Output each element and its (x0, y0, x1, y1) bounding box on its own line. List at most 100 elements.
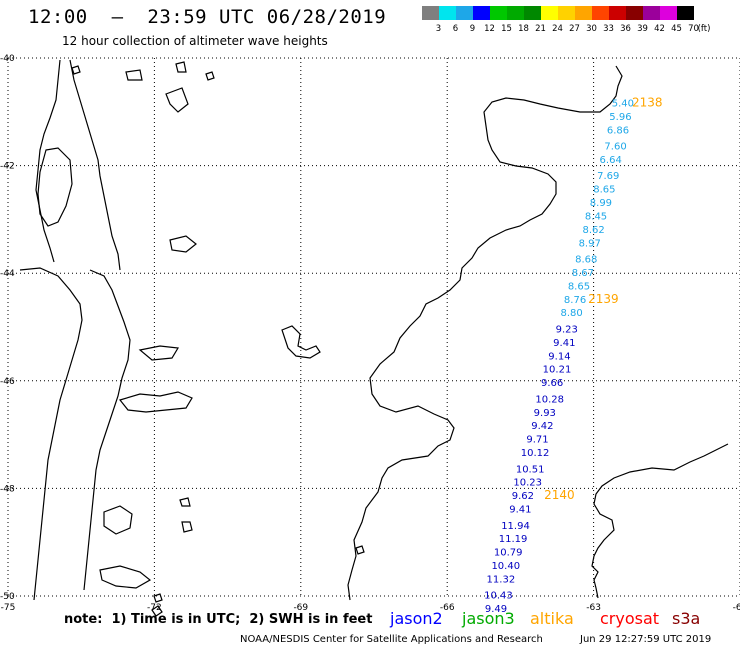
pass-time-label: 2138 (632, 95, 663, 109)
swh-value-label: 9.42 (531, 421, 553, 432)
scale-swatch-27 (558, 6, 575, 20)
scale-label-3: 3 (435, 24, 442, 34)
satellite-cryosat: cryosat (600, 609, 660, 628)
satellite-altika: altika (530, 609, 574, 628)
swh-value-label: 10.43 (484, 591, 513, 602)
swh-value-label: 11.32 (487, 575, 516, 586)
swh-value-label: 7.69 (597, 171, 619, 182)
coastline (19, 59, 729, 617)
coastline-argentina (591, 443, 729, 599)
scale-swatch-30 (575, 6, 592, 20)
lake-small-1 (125, 69, 143, 81)
swh-value-label: 9.93 (534, 408, 556, 419)
scale-label-33: 33 (603, 24, 614, 34)
lake-musters (281, 325, 321, 359)
lon-tick-label: -75 (1, 603, 16, 613)
scale-label-42: 42 (654, 24, 665, 34)
swh-value-label: 8.67 (572, 268, 594, 279)
scale-swatch-39 (626, 6, 643, 20)
lake-nahuel-huapi (165, 87, 189, 113)
swh-value-label: 10.40 (491, 561, 520, 572)
lake-small-9 (205, 71, 215, 81)
swh-value-label: 8.76 (564, 295, 586, 306)
coastline-patagonia (347, 65, 623, 601)
swh-value-label: 9.71 (526, 435, 548, 446)
scale-label-18: 18 (518, 24, 529, 34)
lake-small-8 (71, 65, 81, 75)
page-subtitle: 12 hour collection of altimeter wave hei… (62, 34, 328, 48)
swh-value-label: 10.28 (535, 394, 564, 405)
scale-swatch-36 (609, 6, 626, 20)
lat-tick-label: -48 (0, 484, 15, 494)
satellite-jason2: jason2 (390, 609, 443, 628)
swh-value-label: 6.86 (607, 125, 629, 136)
scale-swatch-6 (439, 6, 456, 20)
swh-value-label: 9.62 (512, 491, 534, 502)
scale-label-21: 21 (535, 24, 546, 34)
scale-label-39: 39 (637, 24, 648, 34)
swh-value-label: 5.40 (612, 98, 634, 109)
scale-swatch-18 (507, 6, 524, 20)
swh-value-label: 8.68 (575, 254, 597, 265)
scale-unit: (ft) (697, 24, 711, 34)
swh-value-label: 11.94 (501, 521, 530, 532)
lat-tick-label: -50 (0, 592, 15, 602)
scale-swatch-45 (660, 6, 677, 20)
scale-label-6: 6 (452, 24, 459, 34)
lat-tick-label: -46 (0, 377, 15, 387)
scale-label-27: 27 (569, 24, 580, 34)
page-title: 12:00 – 23:59 UTC 06/28/2019 (28, 6, 387, 28)
scale-swatch-24 (541, 6, 558, 20)
lake-argentino (99, 565, 152, 589)
swh-value-label: 8.97 (579, 238, 601, 249)
coastline-chile-fjords (83, 269, 131, 591)
lake-viedma (103, 505, 133, 535)
lake-small-4 (179, 497, 191, 507)
swh-value-label: 11.19 (499, 534, 528, 545)
lake-small-6 (153, 593, 163, 603)
credit-text: NOAA/NESDIS Center for Satellite Applica… (240, 634, 543, 645)
scale-label-70: 70 (688, 24, 699, 34)
generated-timestamp: Jun 29 12:27:59 UTC 2019 (580, 634, 712, 645)
pass-time-label: 2140 (544, 488, 575, 502)
lake-small-3 (181, 521, 193, 533)
lake-general-carrera (138, 345, 179, 361)
lake-buenos-aires (118, 391, 193, 413)
lat-tick-label: -42 (0, 162, 15, 172)
swh-value-label: 8.65 (568, 281, 590, 292)
coastline-chile-north (35, 59, 61, 263)
scale-label-30: 30 (586, 24, 597, 34)
lat-tick-label: -44 (0, 269, 15, 279)
swh-value-label: 9.41 (553, 338, 575, 349)
units-note: note: 1) Time is in UTC; 2) SWH is in fe… (64, 612, 373, 627)
scale-label-24: 24 (552, 24, 563, 34)
axis-tick-labels: -75 -72 -69 -66 -63 -60 -40 -42 -44 -46 -48 -50 (0, 54, 740, 613)
swh-value-label: 8.99 (590, 198, 612, 209)
satellite-jason3: jason3 (462, 609, 515, 628)
swh-value-label: 9.41 (509, 505, 531, 516)
swh-value-label: 9.23 (556, 324, 578, 335)
swh-value-label: 9.49 (485, 604, 507, 615)
scale-swatch-70 (677, 6, 694, 20)
coastline-chile-mid (19, 267, 83, 601)
satellite-track: 5.40 5.96 6.86 7.60 6.64 7.69 8.65 8.99 8.45 8.62… (484, 95, 662, 615)
lake-fontana (169, 235, 197, 253)
scale-swatch-3 (422, 6, 439, 20)
lake-small-5 (151, 605, 163, 617)
swh-value-label: 10.21 (543, 365, 572, 376)
scale-label-36: 36 (620, 24, 631, 34)
scale-label-9: 9 (469, 24, 476, 34)
lon-tick-label: -66 (440, 603, 455, 613)
lon-tick-label: -72 (147, 603, 162, 613)
swh-value-label: 10.12 (521, 448, 550, 459)
pass-time-label: 2139 (588, 292, 619, 306)
swh-value-label: 5.96 (609, 112, 631, 123)
swh-value-label: 7.60 (604, 141, 626, 152)
lon-tick-label: -60 (733, 603, 740, 613)
scale-label-12: 12 (484, 24, 495, 34)
swh-value-label: 8.65 (593, 185, 615, 196)
swh-value-label: 8.45 (585, 211, 607, 222)
scale-label-45: 45 (671, 24, 682, 34)
swh-value-label: 8.62 (582, 225, 604, 236)
scale-swatch-42 (643, 6, 660, 20)
